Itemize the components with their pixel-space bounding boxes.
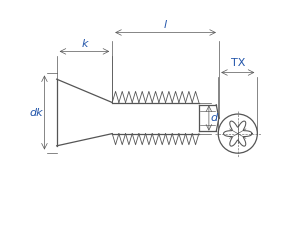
Text: dk: dk [29, 108, 43, 117]
Text: TX: TX [231, 58, 245, 68]
Text: l: l [164, 20, 167, 30]
Text: d: d [210, 113, 217, 123]
Text: k: k [81, 39, 88, 49]
